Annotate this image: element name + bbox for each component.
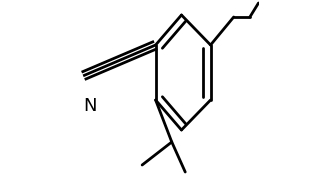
Text: N: N	[83, 97, 96, 115]
